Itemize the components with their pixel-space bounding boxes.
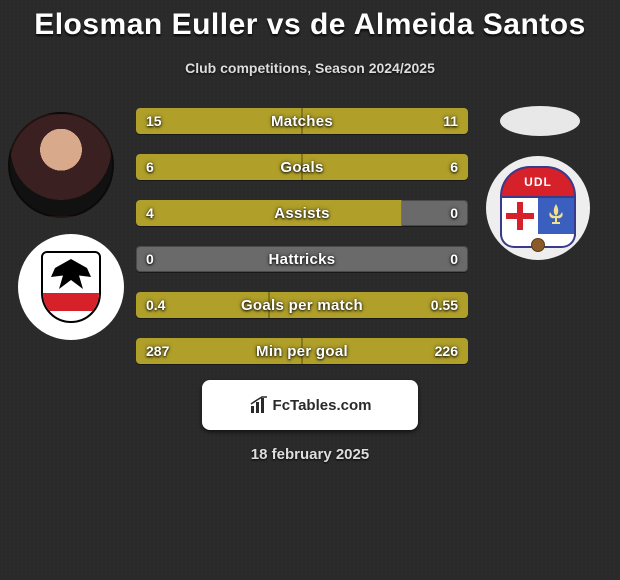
stat-bars: 1511Matches 66Goals 40Assists 00Hattricks 0.… [136, 108, 468, 384]
club1-badge-art [18, 234, 124, 340]
stat-label: Goals [136, 154, 468, 180]
stat-row: 66Goals [136, 154, 468, 180]
subtitle: Club competitions, Season 2024/2025 [0, 60, 620, 76]
stat-row: 00Hattricks [136, 246, 468, 272]
player2-avatar [500, 106, 580, 136]
chart-icon [249, 395, 269, 415]
stat-label: Hattricks [136, 246, 468, 272]
club2-badge-text: UDL [500, 166, 576, 196]
footer-date: 18 february 2025 [0, 446, 620, 463]
player1-avatar [8, 112, 114, 218]
fleur-icon [546, 204, 566, 228]
stat-row: 40Assists [136, 200, 468, 226]
page-title: Elosman Euller vs de Almeida Santos [0, 0, 620, 42]
player2-club-badge: UDL [486, 156, 590, 260]
comparison-stage: UDL 1511Matches 66Goals 40Assists 00Hattric… [0, 76, 620, 536]
stat-row: 287226Min per goal [136, 338, 468, 364]
stat-label: Goals per match [136, 292, 468, 318]
stat-row: 0.40.55Goals per match [136, 292, 468, 318]
brand-badge: FcTables.com [202, 380, 418, 430]
stat-row: 1511Matches [136, 108, 468, 134]
club2-badge-art: UDL [486, 156, 590, 260]
brand-text: FcTables.com [273, 397, 372, 414]
stat-label: Min per goal [136, 338, 468, 364]
player1-club-badge [18, 234, 124, 340]
stat-label: Matches [136, 108, 468, 134]
stat-label: Assists [136, 200, 468, 226]
